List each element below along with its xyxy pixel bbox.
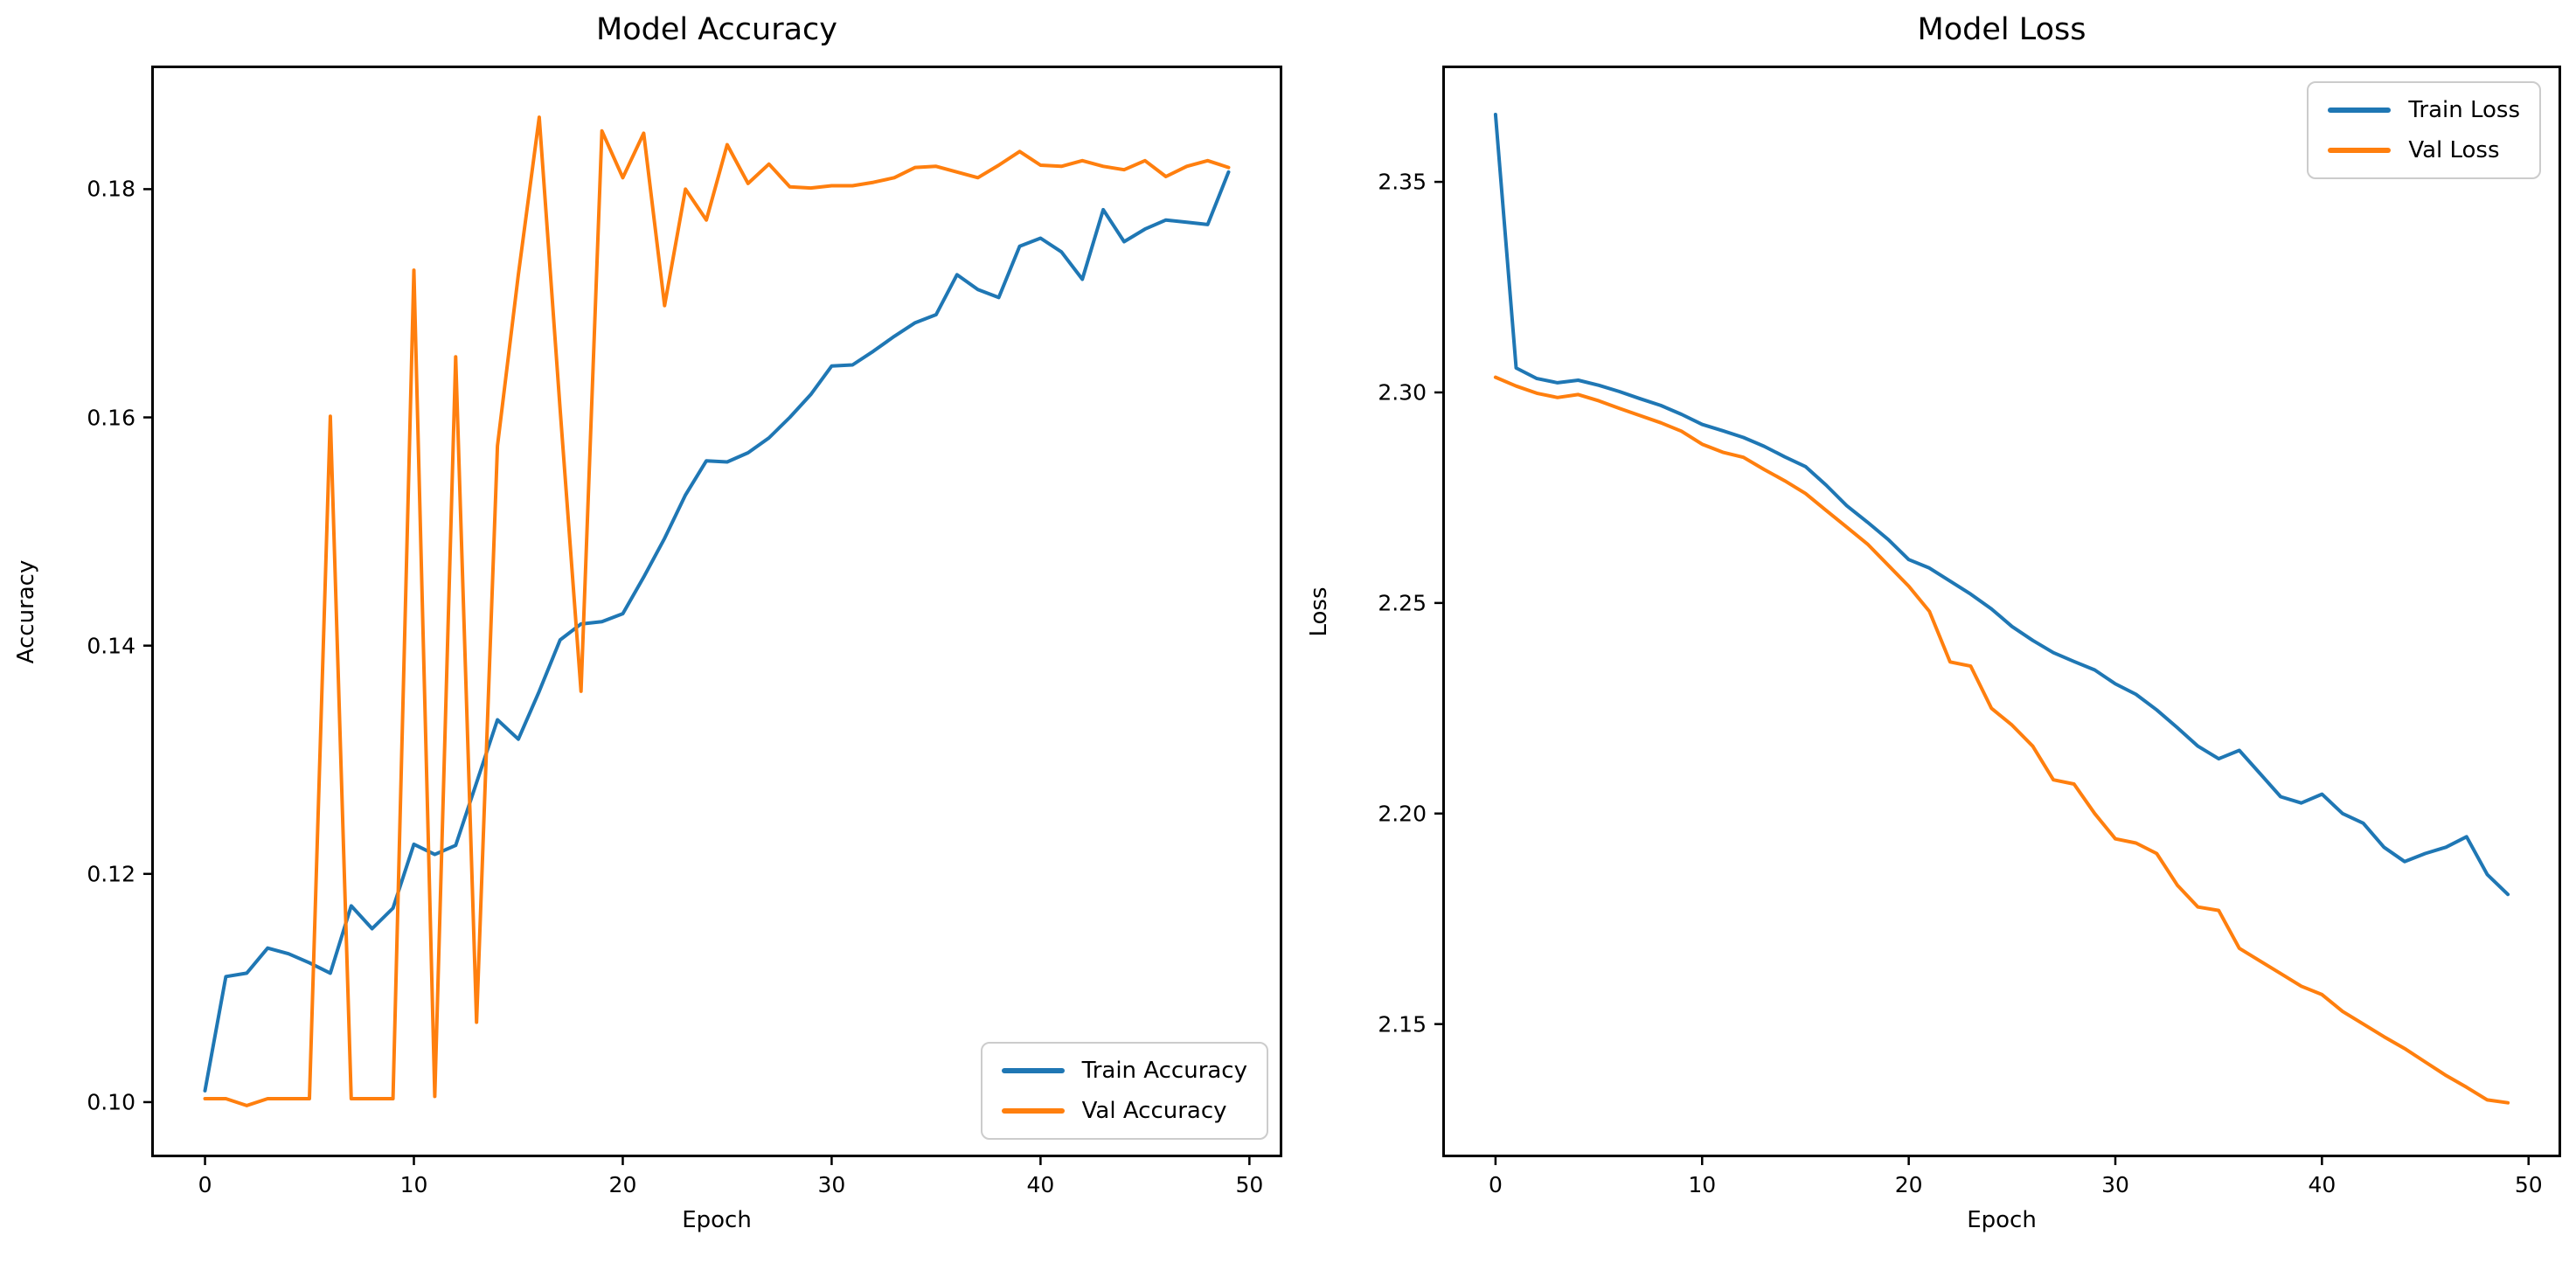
loss-x-axis-label: Epoch — [1967, 1207, 2037, 1233]
val-accuracy-legend-line — [1001, 1108, 1065, 1114]
x-tick-label: 30 — [2101, 1172, 2129, 1197]
train-loss-line — [1493, 113, 2510, 897]
x-tick-label: 10 — [399, 1172, 428, 1197]
train-accuracy-legend-label: Train Accuracy — [1081, 1058, 1247, 1084]
accuracy-plot-canvas — [143, 115, 1251, 1165]
legend-entry-train-loss: Train Loss — [2328, 97, 2520, 123]
x-tick-label: 30 — [817, 1172, 846, 1197]
val-loss-line — [1493, 375, 2510, 1105]
x-tick-label: 50 — [1235, 1172, 1264, 1197]
y-tick-label: 2.25 — [1378, 590, 1427, 616]
x-tick-label: 40 — [1026, 1172, 1055, 1197]
x-tick-label: 20 — [608, 1172, 637, 1197]
val-accuracy-line — [203, 115, 1231, 1107]
y-tick-label: 0.14 — [87, 633, 135, 659]
x-tick-label: 50 — [2514, 1172, 2543, 1197]
accuracy-y-axis-label: Accuracy — [13, 559, 39, 664]
y-tick-label: 2.15 — [1378, 1011, 1427, 1037]
legend-entry-val-loss: Val Loss — [2328, 137, 2520, 163]
x-tick-label: 0 — [1488, 1172, 1503, 1197]
loss-y-axis-label: Loss — [1306, 586, 1332, 637]
train-loss-legend-line — [2328, 108, 2392, 113]
train-accuracy-line — [203, 170, 1231, 1093]
y-tick-label: 2.35 — [1378, 169, 1427, 195]
x-tick-label: 10 — [1688, 1172, 1717, 1197]
y-tick-label: 2.20 — [1378, 801, 1427, 827]
val-loss-legend-line — [2328, 148, 2392, 153]
accuracy-plot-title: Model Accuracy — [595, 12, 838, 47]
loss-plot-title: Model Loss — [1917, 12, 2086, 47]
train-accuracy-legend-line — [1001, 1068, 1065, 1073]
y-tick-label: 0.12 — [87, 861, 135, 887]
val-accuracy-legend-label: Val Accuracy — [1081, 1098, 1227, 1124]
accuracy-axes: Train Accuracy Val Accuracy 0 10 20 30 40 50 0… — [87, 66, 1282, 1196]
loss-axes: Train Loss Val Loss 0 10 20 30 40 50 2.15 2.20 2… — [1378, 66, 2561, 1196]
legend-entry-train-accuracy: Train Accuracy — [1001, 1058, 1247, 1084]
y-tick-label: 0.10 — [87, 1089, 135, 1115]
x-tick-label: 0 — [198, 1172, 212, 1197]
y-tick-label: 0.16 — [87, 405, 135, 431]
val-loss-legend-label: Val Loss — [2408, 137, 2500, 163]
accuracy-x-axis-label: Epoch — [682, 1207, 752, 1233]
train-loss-legend-label: Train Loss — [2408, 97, 2520, 123]
y-tick-label: 0.18 — [87, 176, 135, 202]
accuracy-legend: Train Accuracy Val Accuracy — [980, 1042, 1268, 1140]
legend-entry-val-accuracy: Val Accuracy — [1001, 1098, 1247, 1124]
x-tick-label: 40 — [2308, 1172, 2336, 1197]
loss-legend: Train Loss Val Loss — [2307, 81, 2541, 179]
x-tick-label: 20 — [1894, 1172, 1923, 1197]
y-tick-label: 2.30 — [1378, 379, 1427, 406]
loss-plot-canvas — [1434, 113, 2530, 1165]
